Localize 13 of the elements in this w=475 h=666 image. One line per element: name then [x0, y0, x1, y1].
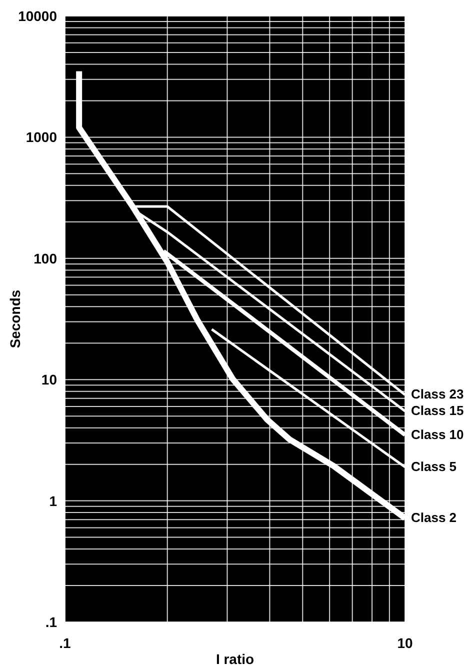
series-label: Class 10 [411, 426, 464, 442]
series-label: Class 2 [411, 510, 457, 526]
x-axis-title: I ratio [216, 651, 254, 666]
y-tick-label: 10000 [18, 8, 58, 24]
series-label: Class 5 [411, 459, 457, 474]
y-tick-label: 1000 [26, 129, 58, 146]
y-tick-label: .1 [45, 614, 58, 630]
y-tick-label: 10 [41, 372, 58, 388]
y-axis-title: Seconds [7, 290, 23, 348]
y-tick-label: 1 [49, 492, 58, 509]
series-label: Class 23 [411, 386, 464, 402]
series-label: Class 15 [411, 403, 464, 418]
y-tick-label: 100 [34, 250, 58, 266]
